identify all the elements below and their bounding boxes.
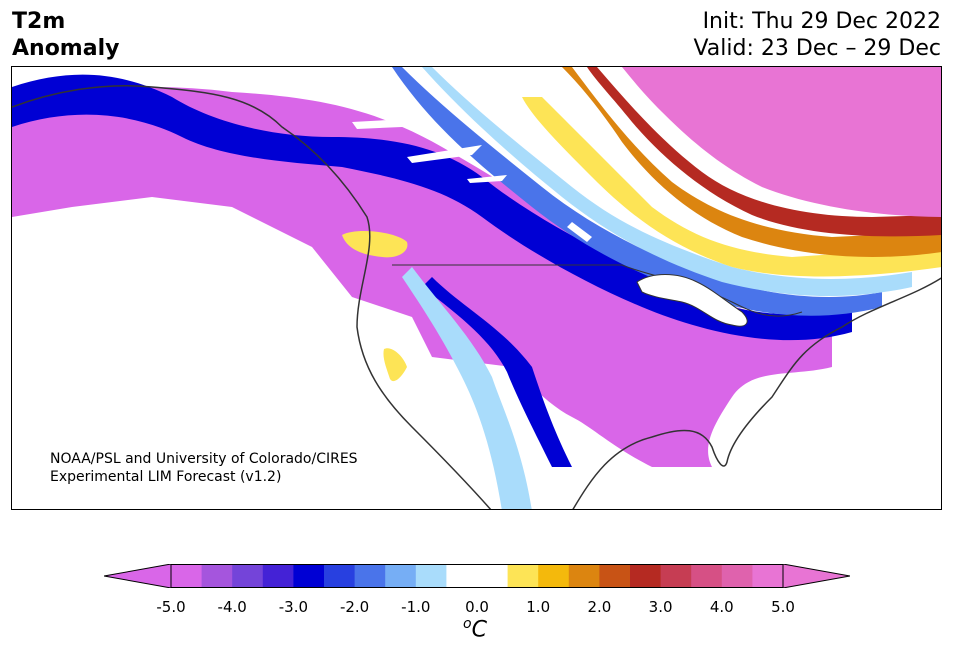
- colorbar-bin-15: [660, 564, 692, 588]
- valid-range: Valid: 23 Dec – 29 Dec: [693, 36, 941, 61]
- colorbar-tick-label: -3.0: [278, 598, 309, 616]
- colorbar-tick-label: -5.0: [156, 598, 186, 616]
- colorbar-bin-2: [232, 564, 264, 588]
- colorbar-extend-high: [782, 564, 850, 588]
- hudson-bay-lakes: [352, 119, 592, 242]
- colorbar-tick-label: -4.0: [217, 598, 247, 616]
- anomaly-band-minus2: [392, 67, 882, 316]
- colorbar-bin-17: [721, 564, 753, 588]
- colorbar-tick-label: 2.0: [587, 598, 612, 616]
- colorbar-tick-label: -1.0: [401, 598, 431, 616]
- colorbar-bin-14: [630, 564, 662, 588]
- colorbar-bin-10: [507, 564, 539, 588]
- colorbar-tick-label: 0.0: [465, 598, 489, 616]
- anomaly-band-warm-yellow: [522, 97, 941, 277]
- map-canvas: [12, 67, 941, 509]
- title-line-1: T2m: [12, 9, 66, 34]
- colorbar-bin-12: [568, 564, 600, 588]
- colorbar-bin-0: [171, 564, 203, 588]
- anomaly-band-minus1: [422, 67, 912, 297]
- colorbar-bin-18: [752, 564, 784, 588]
- colorbar-tick-label: 5.0: [771, 598, 795, 616]
- colorbar-bin-11: [538, 564, 570, 588]
- colorbar-tick-label: 1.0: [526, 598, 551, 616]
- warm-patch-west: [342, 231, 408, 258]
- anomaly-band-plus5: [622, 67, 941, 217]
- us-canada-border: [392, 264, 803, 317]
- forecast-dates: Init: Thu 29 Dec 2022 Valid: 23 Dec – 29…: [693, 8, 941, 62]
- colorbar-tick-label: -2.0: [339, 598, 370, 616]
- colorbar-border: [170, 564, 784, 588]
- anomaly-band-minus5: [12, 87, 832, 467]
- colorbar-bin-8: [415, 564, 447, 588]
- colorbar-bin-5: [324, 564, 356, 588]
- colorbar-tick-label: 3.0: [648, 598, 673, 616]
- colorbar-bin-3: [262, 564, 294, 588]
- colorbar-tick-label: 4.0: [709, 598, 734, 616]
- colorbar-bin-9: [446, 564, 509, 588]
- warm-patch-southwest: [383, 348, 407, 382]
- colorbar-bin-13: [599, 564, 631, 588]
- map-title: T2m Anomaly: [12, 8, 119, 62]
- unit-label: oC: [463, 616, 487, 642]
- credit-line-2: Experimental LIM Forecast (v1.2): [50, 469, 282, 485]
- colorbar-bin-4: [293, 564, 325, 588]
- credit-text: NOAA/PSL and University of Colorado/CIRE…: [50, 450, 358, 486]
- anomaly-band-warm-orange: [562, 67, 941, 257]
- anomaly-band-plains-blue: [422, 277, 572, 467]
- colorbar-bin-1: [201, 564, 233, 588]
- anomaly-band-minus3: [12, 74, 852, 341]
- colorbar-bin-16: [691, 564, 723, 588]
- init-date: Init: Thu 29 Dec 2022: [702, 9, 941, 34]
- colorbar: [104, 564, 850, 588]
- colorbar-bin-7: [385, 564, 417, 588]
- anomaly-band-warm-red: [587, 67, 941, 237]
- anomaly-band-plains-light: [402, 267, 532, 509]
- colorbar-extend-low: [104, 564, 172, 588]
- title-line-2: Anomaly: [12, 36, 120, 61]
- great-lakes: [636, 274, 748, 327]
- colorbar-bin-6: [354, 564, 386, 588]
- credit-line-1: NOAA/PSL and University of Colorado/CIRE…: [50, 451, 358, 467]
- unit-celsius: C: [471, 617, 487, 643]
- unit-degree: o: [463, 616, 472, 632]
- coastline: [12, 84, 941, 509]
- anomaly-map: NOAA/PSL and University of Colorado/CIRE…: [11, 66, 942, 510]
